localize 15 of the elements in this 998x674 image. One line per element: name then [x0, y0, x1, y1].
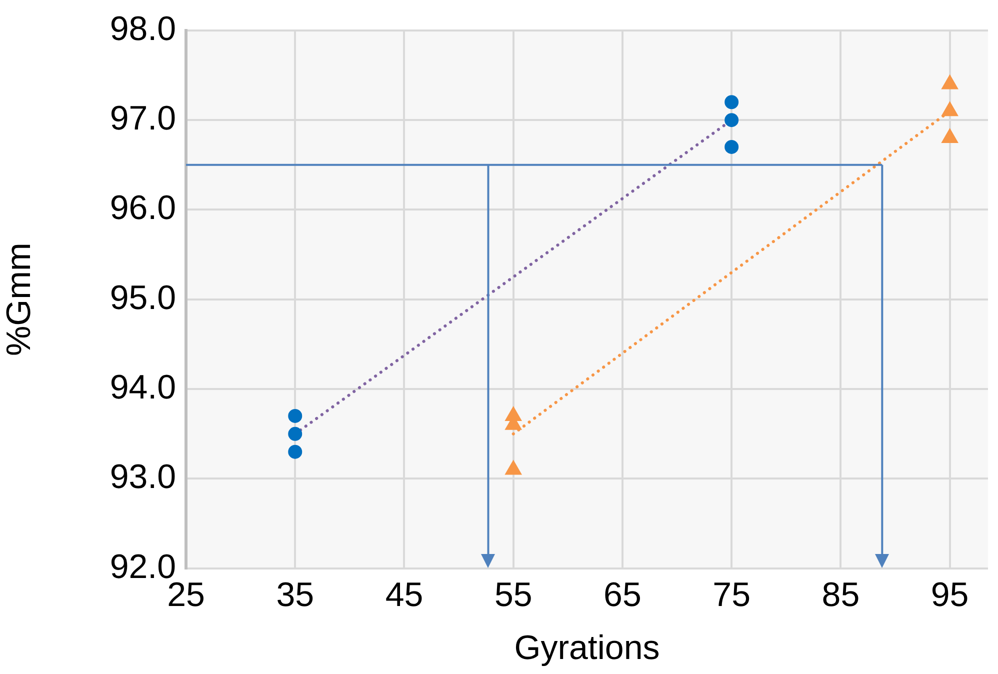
- y-tick-label: 97.0: [110, 99, 176, 138]
- x-tick-label: 45: [385, 576, 424, 614]
- x-axis-title: Gyrations: [514, 628, 660, 667]
- y-tick-label: 96.0: [110, 189, 176, 228]
- y-tick-label: 95.0: [110, 278, 176, 317]
- y-tick-label: 93.0: [110, 458, 176, 496]
- x-tick-label: 35: [276, 576, 314, 614]
- y-tick-label: 98.0: [110, 10, 176, 48]
- x-tick-label: 85: [822, 576, 860, 614]
- y-tick-label: 94.0: [110, 368, 176, 406]
- x-tick-label: 55: [494, 576, 532, 614]
- x-tick-label: 75: [712, 576, 750, 614]
- x-tick-label: 95: [930, 576, 969, 614]
- x-tick-label: 65: [604, 576, 642, 614]
- y-axis-title: %Gmm: [0, 242, 38, 356]
